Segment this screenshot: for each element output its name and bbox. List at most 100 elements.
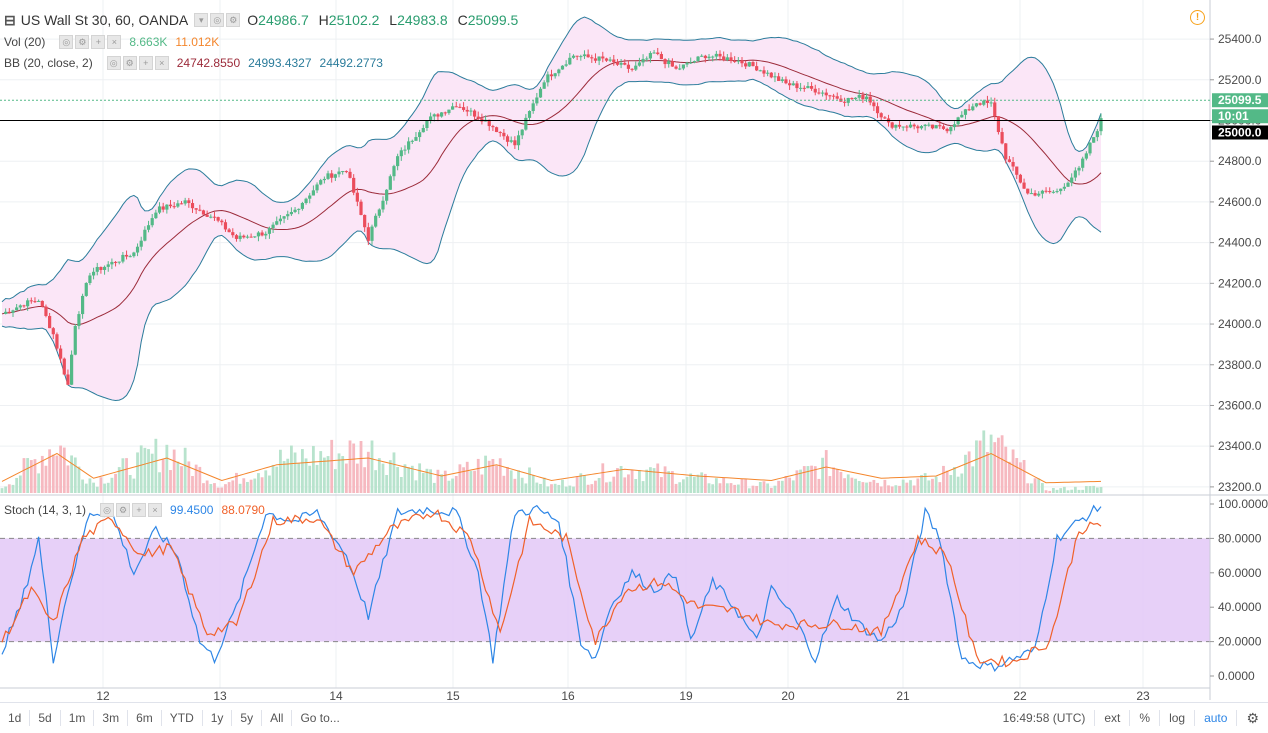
candle-body <box>33 301 37 303</box>
timeframe-3m[interactable]: 3m <box>94 710 129 726</box>
candle-body <box>124 254 129 257</box>
auto-toggle[interactable]: auto <box>1194 710 1236 726</box>
close-icon[interactable]: × <box>148 503 163 517</box>
timeframe-ytd[interactable]: YTD <box>162 710 203 726</box>
candle-body <box>1029 193 1033 195</box>
bb-mid-value: 24993.4327 <box>248 56 312 70</box>
candle-body <box>344 171 348 173</box>
log-toggle[interactable]: log <box>1159 710 1194 726</box>
candle-body <box>516 135 521 146</box>
close-icon[interactable]: × <box>154 56 169 70</box>
volume-bar <box>451 478 454 493</box>
volume-bar <box>132 478 136 493</box>
stochastic-pane <box>0 504 1210 672</box>
volume-bar <box>139 445 143 493</box>
candle-body <box>29 300 33 302</box>
candle-body <box>289 211 294 215</box>
candle-body <box>978 103 982 105</box>
candle-body <box>326 173 330 179</box>
settings-icon[interactable]: ⚙ <box>116 503 131 517</box>
candle-body <box>99 266 103 270</box>
goto-button[interactable]: Go to... <box>300 711 340 725</box>
eye-icon[interactable]: ◎ <box>106 56 121 70</box>
volume-bar <box>1055 489 1059 493</box>
candle-body <box>491 126 495 128</box>
volume-bar <box>238 483 242 493</box>
chevron-down-icon[interactable]: ▾ <box>194 13 209 27</box>
volume-bar <box>341 456 345 493</box>
collapse-icon[interactable]: ⊟ <box>4 11 16 28</box>
stoch-k-line <box>1 504 1102 672</box>
close-icon[interactable]: × <box>107 35 122 49</box>
eye-icon[interactable]: ◎ <box>210 13 225 27</box>
timeframe-5d[interactable]: 5d <box>30 710 61 726</box>
candle-body <box>1092 137 1096 143</box>
candle-body <box>278 218 283 222</box>
volume-bar <box>11 484 15 493</box>
volume-bar <box>322 457 326 493</box>
candle-body <box>788 83 792 86</box>
ext-toggle[interactable]: ext <box>1094 710 1129 726</box>
candle-body <box>95 266 99 272</box>
settings-icon[interactable]: ⚙ <box>75 35 90 49</box>
move-icon[interactable]: + <box>138 56 153 70</box>
percent-toggle[interactable]: % <box>1129 710 1159 726</box>
candle-body <box>806 86 810 89</box>
move-icon[interactable]: + <box>91 35 106 49</box>
move-icon[interactable]: + <box>132 503 147 517</box>
vol-label[interactable]: Vol (20) <box>4 35 46 49</box>
timeframe-6m[interactable]: 6m <box>128 710 162 726</box>
chart-canvas[interactable]: 12 13 14 15 16 19 20 21 22 23 25400.0 25200.0 25000.… <box>0 0 1268 702</box>
timeframe-1m[interactable]: 1m <box>61 710 95 726</box>
volume-bar <box>857 481 861 493</box>
candle-body <box>374 215 378 227</box>
volume-bar <box>150 453 154 493</box>
alert-icon[interactable]: ! <box>1190 10 1205 25</box>
volume-bar <box>703 473 707 493</box>
candle-body <box>762 70 766 74</box>
volume-bar <box>623 477 627 493</box>
candle-body <box>645 58 649 60</box>
gear-icon[interactable]: ⚙ <box>1236 710 1268 726</box>
timeframe-5y[interactable]: 5y <box>232 710 263 726</box>
volume-bar <box>802 466 806 493</box>
candle-body <box>802 87 806 89</box>
volume-bar <box>432 482 436 493</box>
symbol-title[interactable]: US Wall St 30, 60, OANDA <box>20 12 189 28</box>
candle-body <box>1070 177 1074 183</box>
volume-bar <box>975 440 978 493</box>
volume-bar <box>1092 485 1096 493</box>
volume-bar <box>443 470 447 493</box>
candle-body <box>758 70 762 72</box>
candle-body <box>469 110 473 112</box>
timeframe-1y[interactable]: 1y <box>203 710 233 726</box>
volume-bar <box>663 466 667 493</box>
eye-icon[interactable]: ◎ <box>59 35 74 49</box>
bb-middle-line <box>1 59 1102 326</box>
volume-bar <box>938 482 942 493</box>
candle-body <box>359 201 363 215</box>
candle-body <box>502 132 506 137</box>
axes: 12 13 14 15 16 19 20 21 22 23 25400.0 25200.0 25000.… <box>0 0 1268 702</box>
bb-label[interactable]: BB (20, close, 2) <box>4 56 93 70</box>
volume-bar <box>81 479 84 493</box>
volume-bar <box>235 472 238 493</box>
time-tick-label: 21 <box>896 689 910 702</box>
candle-body <box>77 314 81 327</box>
price-tick-label: 23400.0 <box>1218 439 1262 453</box>
volume-bar <box>670 471 674 493</box>
candle-body <box>429 116 433 121</box>
volume-bar <box>337 453 341 493</box>
candle-body <box>1011 161 1015 167</box>
eye-icon[interactable]: ◎ <box>100 503 115 517</box>
timeframe-1d[interactable]: 1d <box>0 710 31 726</box>
timeframe-all[interactable]: All <box>262 710 293 726</box>
clock[interactable]: 16:49:58 (UTC) <box>1002 711 1086 725</box>
volume-bar <box>945 470 949 493</box>
stoch-label[interactable]: Stoch (14, 3, 1) <box>4 503 87 517</box>
settings-icon[interactable]: ⚙ <box>122 56 137 70</box>
volume-bar <box>700 472 704 493</box>
volume-bar <box>696 474 700 493</box>
settings-icon[interactable]: ⚙ <box>226 13 241 27</box>
volume-bar <box>795 470 799 493</box>
